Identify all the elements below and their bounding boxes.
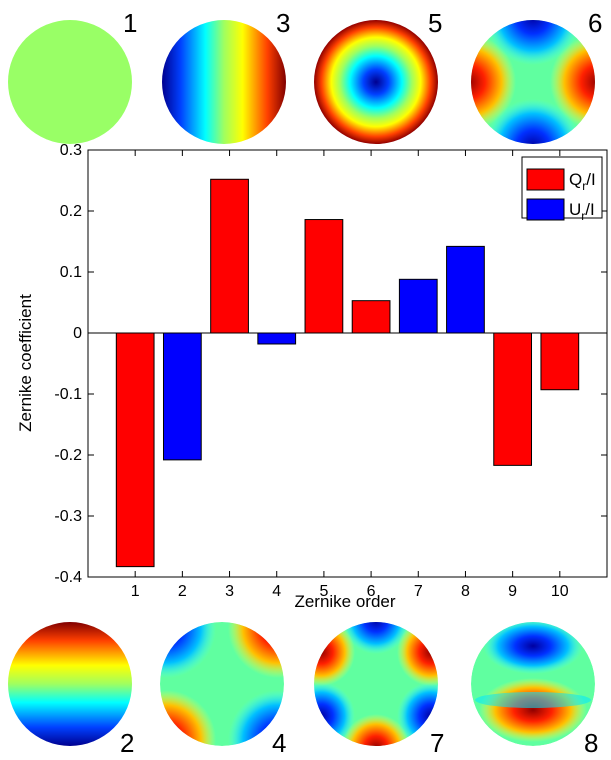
- legend-label: Ur/I: [569, 200, 595, 223]
- y-tick-label: 0.1: [60, 264, 82, 281]
- bar: [210, 178, 249, 334]
- thumbnail-label-5: 5: [428, 8, 442, 38]
- bar: [540, 332, 580, 391]
- x-tick-label: 4: [272, 583, 281, 600]
- x-tick-label: 8: [461, 583, 470, 600]
- x-tick-label: 6: [367, 583, 376, 600]
- thumbnail-mode-5: [314, 20, 438, 144]
- bar-chart: -0.4 -0.3 -0.2 -0.1 0 0.1 0.2 0.3 1 2 3 4 5 6 7 8 9 10 Q…: [16, 142, 608, 611]
- y-tick-label: -0.4: [54, 569, 82, 586]
- y-tick-label: -0.2: [54, 447, 82, 464]
- thumbnail-mode-6: [471, 20, 595, 144]
- y-tick-label: 0.3: [60, 142, 82, 159]
- x-tick-label: 10: [551, 583, 569, 600]
- bar: [398, 278, 438, 334]
- thumbnail-label-8: 8: [584, 728, 598, 758]
- bars: [115, 178, 580, 568]
- x-tick-label: 1: [131, 583, 140, 600]
- x-axis: 1 2 3 4 5 6 7 8 9 10: [131, 150, 569, 600]
- bar: [446, 245, 485, 334]
- y-tick-label: -0.1: [54, 386, 82, 403]
- x-tick-label: 9: [508, 583, 517, 600]
- thumbnail-label-2: 2: [120, 728, 134, 758]
- legend-label: Qr/I: [569, 170, 596, 193]
- legend-swatch: [526, 168, 565, 191]
- y-axis-label: Zernike coefficient: [16, 294, 35, 432]
- bar: [257, 332, 297, 345]
- x-tick-label: 5: [319, 583, 328, 600]
- bar: [351, 300, 391, 334]
- legend-swatch: [526, 198, 565, 221]
- x-tick-label: 7: [414, 583, 423, 600]
- x-tick-label: 3: [225, 583, 234, 600]
- thumbnail-label-3: 3: [276, 8, 290, 38]
- bar: [493, 332, 533, 466]
- legend: Qr/I Ur/I: [521, 156, 603, 223]
- thumbnail-mode-8: [471, 622, 595, 746]
- bar: [162, 332, 202, 461]
- y-tick-label: 0: [73, 325, 82, 342]
- x-axis-label: Zernike order: [294, 592, 395, 611]
- thumbnail-mode-1: [8, 20, 132, 144]
- bar: [115, 332, 155, 568]
- thumbnail-label-4: 4: [272, 728, 286, 758]
- y-axis: -0.4 -0.3 -0.2 -0.1 0 0.1 0.2 0.3: [54, 142, 607, 586]
- bar: [304, 219, 344, 334]
- thumbnail-label-1: 1: [123, 8, 137, 38]
- thumbnail-label-7: 7: [430, 728, 444, 758]
- thumbnail-label-6: 6: [588, 8, 602, 38]
- thumbnail-mode-2: [8, 622, 132, 746]
- y-tick-label: 0.2: [60, 203, 82, 220]
- x-tick-label: 2: [178, 583, 187, 600]
- y-tick-label: -0.3: [54, 508, 82, 525]
- thumbnail-mode-3: [162, 20, 286, 144]
